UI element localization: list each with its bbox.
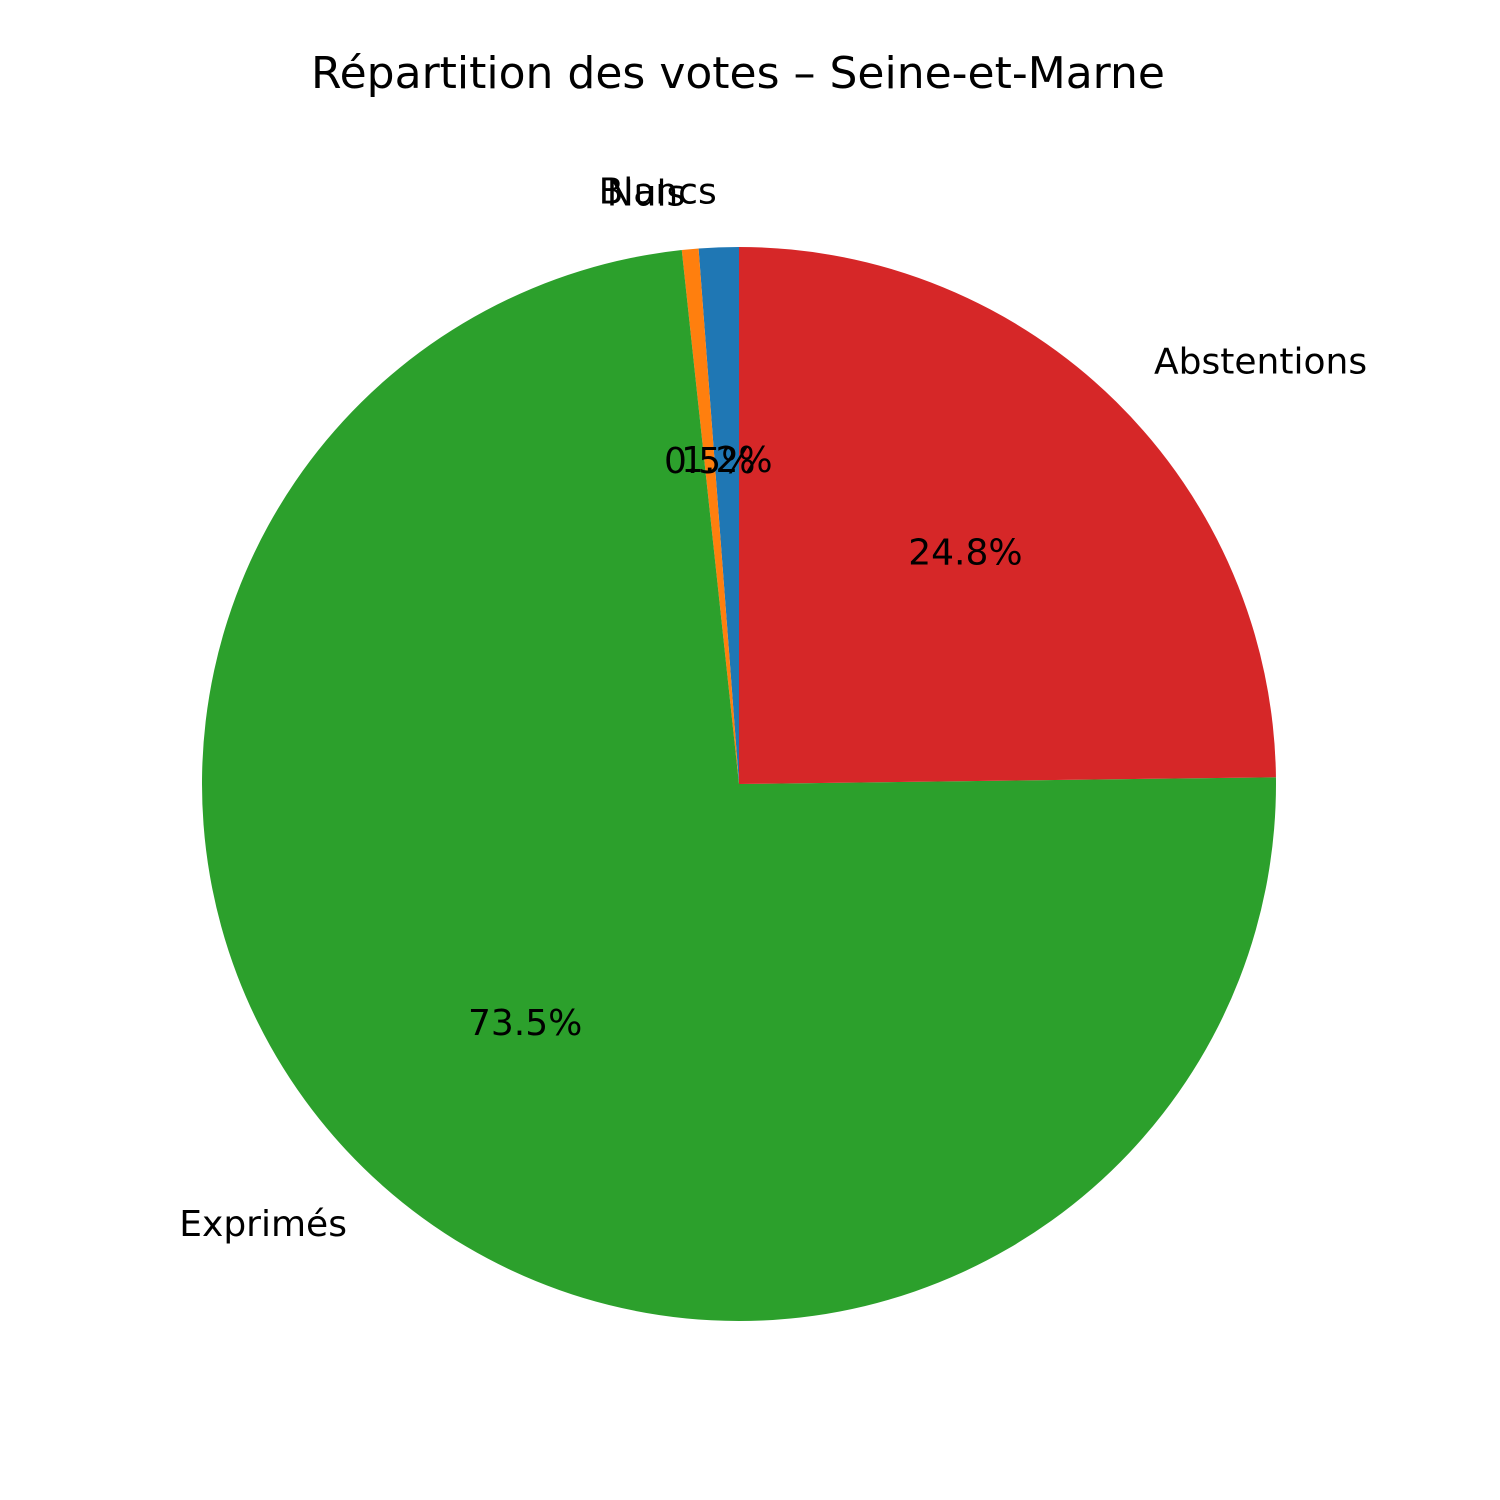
pie-slice-exprimes bbox=[202, 250, 1276, 1322]
slice-label-blancs: Blancs bbox=[599, 172, 717, 213]
slice-label-exprimes: Exprimés bbox=[179, 1204, 347, 1245]
pie-slice-nuls bbox=[681, 248, 739, 785]
pct-label-blancs: 1.2% bbox=[681, 440, 772, 481]
chart-title: Répartition des votes – Seine-et-Marne bbox=[311, 48, 1165, 99]
pct-label-nuls: 0.5% bbox=[664, 441, 755, 482]
slice-label-nuls: Nuls bbox=[607, 174, 686, 215]
slice-label-abstentions: Abstentions bbox=[1154, 342, 1367, 383]
pct-label-abstentions: 24.8% bbox=[908, 533, 1022, 574]
pie-slice-blancs bbox=[698, 247, 739, 784]
pie-slices bbox=[202, 247, 1276, 1322]
pie-slice-abstentions bbox=[739, 247, 1276, 784]
pct-label-exprimes: 73.5% bbox=[468, 1003, 582, 1044]
pie-labels: Blancs 1.2% Nuls 0.5% Exprimés 73.5% Abstentio… bbox=[179, 172, 1367, 1245]
